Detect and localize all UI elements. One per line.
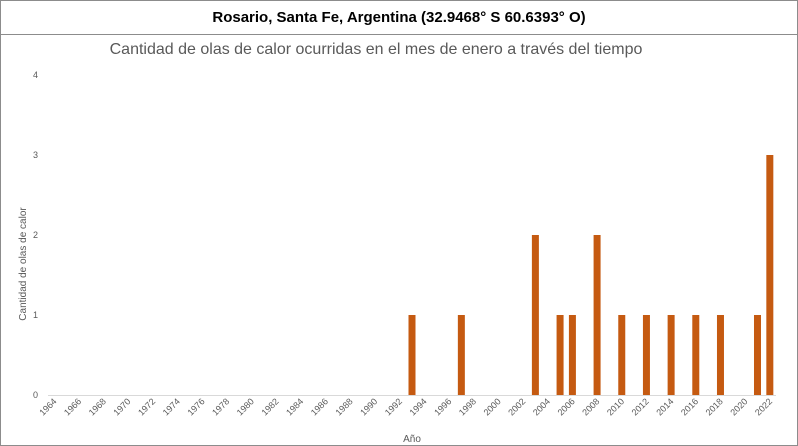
x-tick-label: 1968 (87, 396, 108, 417)
x-tick-label: 1986 (309, 396, 330, 417)
x-tick-label: 1964 (37, 396, 58, 417)
bar-2006 (568, 315, 576, 395)
x-axis-label: Año (403, 434, 421, 445)
bar-2022 (766, 155, 774, 395)
x-tick-label: 1978 (210, 396, 231, 417)
heat-wave-bar-chart: Cantidad de olas de calor ocurridas en e… (18, 41, 776, 445)
bar-2018 (716, 315, 724, 395)
x-tick-label: 2012 (630, 396, 651, 417)
x-tick-label: 1990 (358, 396, 379, 417)
y-tick-label: 0 (33, 390, 38, 400)
bars-group (408, 155, 774, 395)
x-tick-label: 2004 (531, 396, 552, 417)
x-tick-label: 2016 (679, 396, 700, 417)
y-tick-label: 3 (33, 150, 38, 160)
y-axis-ticks: 0 1 2 3 4 (33, 70, 38, 400)
bar-1997 (457, 315, 465, 395)
bar-2012 (642, 315, 650, 395)
bar-1993 (408, 315, 416, 395)
bar-2008 (593, 235, 601, 395)
x-tick-label: 1966 (62, 396, 83, 417)
x-tick-label: 2002 (506, 396, 527, 417)
bar-2010 (618, 315, 626, 395)
bar-2014 (667, 315, 675, 395)
bar-2016 (692, 315, 700, 395)
bar-2021 (753, 315, 761, 395)
y-tick-label: 1 (33, 310, 38, 320)
x-tick-label: 2014 (654, 396, 675, 417)
x-tick-label: 2020 (728, 396, 749, 417)
location-header: Rosario, Santa Fe, Argentina (32.9468° S… (1, 1, 797, 35)
x-tick-label: 1970 (111, 396, 132, 417)
x-tick-label: 1996 (432, 396, 453, 417)
x-tick-label: 1976 (185, 396, 206, 417)
x-tick-label: 1998 (457, 396, 478, 417)
x-tick-label: 2018 (704, 396, 725, 417)
y-tick-label: 2 (33, 230, 38, 240)
x-tick-label: 1974 (161, 396, 182, 417)
x-tick-label: 1984 (284, 396, 305, 417)
y-tick-label: 4 (33, 70, 38, 80)
x-tick-label: 1988 (333, 396, 354, 417)
x-tick-label: 2006 (556, 396, 577, 417)
location-title: Rosario, Santa Fe, Argentina (32.9468° S… (212, 9, 586, 26)
x-tick-label: 1994 (408, 396, 429, 417)
x-tick-label: 1992 (383, 396, 404, 417)
y-axis-label: Cantidad de olas de calor (18, 207, 29, 321)
x-tick-label: 2000 (482, 396, 503, 417)
x-tick-label: 2010 (605, 396, 626, 417)
x-tick-label: 1972 (136, 396, 157, 417)
bar-2005 (556, 315, 564, 395)
x-tick-label: 2022 (753, 396, 774, 417)
bar-2003 (531, 235, 539, 395)
x-tick-label: 1982 (259, 396, 280, 417)
x-axis-ticks: 1964 1966 1968 1970 1972 1974 1976 1978 1980 1982… (37, 396, 774, 417)
x-tick-label: 1980 (235, 396, 256, 417)
x-tick-label: 2008 (580, 396, 601, 417)
chart-title: Cantidad de olas de calor ocurridas en e… (110, 41, 643, 58)
